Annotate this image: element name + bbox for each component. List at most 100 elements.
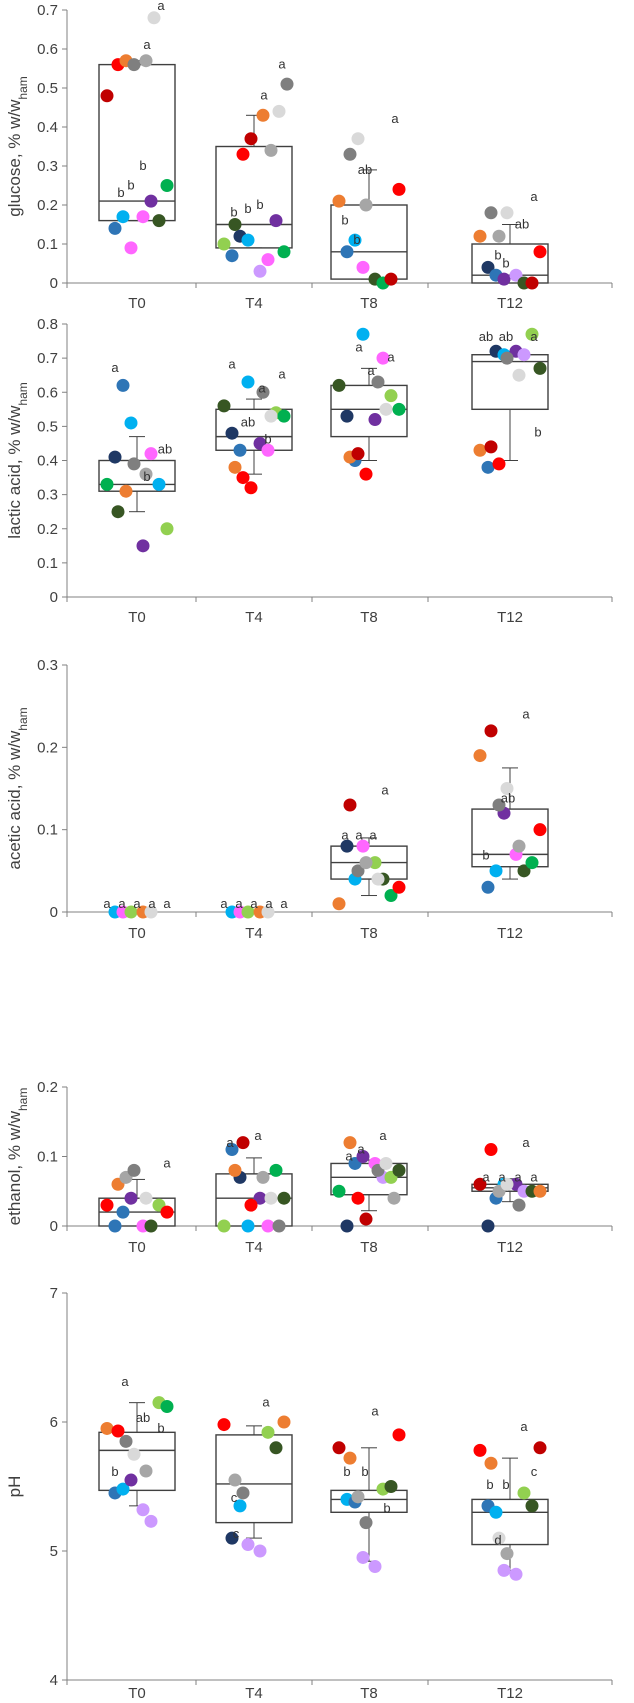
y-tick-label: 0.7	[37, 350, 58, 367]
data-point	[351, 132, 365, 146]
data-point	[119, 484, 133, 498]
y-tick-label: 0.8	[37, 316, 58, 333]
box-T4	[215, 1425, 293, 1539]
y-tick-label: 0.2	[37, 1079, 58, 1096]
data-point	[359, 1516, 373, 1530]
significance-letter: c	[231, 1490, 238, 1505]
y-tick-label: 0.1	[37, 555, 58, 572]
significance-letter: b	[383, 1500, 390, 1515]
x-tick-label: T0	[128, 1685, 146, 1702]
data-point	[241, 1219, 255, 1233]
x-tick-label: T8	[360, 1685, 378, 1702]
significance-letter: ab	[499, 329, 513, 344]
data-point	[473, 1443, 487, 1457]
data-point	[356, 260, 370, 274]
significance-letter: a	[345, 1149, 353, 1164]
box-iqr	[215, 1434, 293, 1524]
significance-letter: a	[341, 828, 349, 843]
data-point	[368, 856, 382, 870]
data-point	[392, 402, 406, 416]
data-point	[225, 1143, 239, 1157]
data-point	[144, 905, 158, 919]
data-point	[489, 864, 503, 878]
x-tick-label: T0	[128, 295, 146, 312]
data-point	[160, 522, 174, 536]
data-point	[512, 839, 526, 853]
data-point	[144, 194, 158, 208]
data-point	[111, 1424, 125, 1438]
y-tick-label: 0.1	[37, 1149, 58, 1166]
significance-letter: a	[133, 896, 141, 911]
data-point	[359, 467, 373, 481]
data-point	[139, 54, 153, 68]
data-point	[108, 1219, 122, 1233]
data-point	[124, 1473, 138, 1487]
y-tick-label: 0.3	[37, 657, 58, 674]
data-point	[124, 905, 138, 919]
y-axis-label: acetic acid, % w/wham	[5, 707, 30, 869]
data-point	[481, 880, 495, 894]
data-point	[533, 1441, 547, 1455]
significance-letter: a	[355, 339, 363, 354]
significance-letter: a	[103, 896, 111, 911]
data-point	[272, 1219, 286, 1233]
significance-letter: b	[486, 1477, 493, 1492]
y-tick-label: 0	[50, 589, 58, 606]
box-iqr	[215, 145, 293, 249]
significance-letter: a	[265, 896, 273, 911]
data-point	[124, 241, 138, 255]
data-point	[492, 798, 506, 812]
significance-letter: a	[482, 1170, 490, 1185]
box-T0	[98, 1402, 176, 1507]
significance-letter: b	[230, 205, 237, 220]
data-point	[244, 132, 258, 146]
significance-letter: b	[361, 1464, 368, 1479]
data-point	[533, 361, 547, 375]
box-iqr	[330, 384, 408, 438]
significance-letter: b	[264, 431, 271, 446]
y-tick-label: 0.4	[37, 119, 58, 136]
data-point	[525, 327, 539, 341]
data-point	[136, 1503, 150, 1517]
data-point	[127, 58, 141, 72]
y-tick-label: 0.2	[37, 521, 58, 538]
x-tick-label: T12	[497, 295, 523, 312]
x-tick-label: T12	[497, 609, 523, 626]
x-tick-label: T4	[245, 295, 263, 312]
significance-letter: a	[280, 896, 288, 911]
data-point	[481, 1219, 495, 1233]
y-axis-label: ethanol, % w/wham	[5, 1088, 30, 1226]
y-tick-label: 4	[50, 1672, 58, 1689]
box-iqr	[98, 1431, 176, 1492]
data-point	[384, 889, 398, 903]
data-point	[217, 1418, 231, 1432]
significance-letter: ab	[358, 162, 372, 177]
data-point	[116, 1205, 130, 1219]
data-point	[525, 1499, 539, 1513]
data-point	[533, 245, 547, 259]
data-point	[119, 1434, 133, 1448]
significance-letter: a	[143, 37, 151, 52]
significance-letter: a	[357, 1142, 365, 1157]
y-tick-label: 7	[50, 1285, 58, 1302]
data-point	[500, 1177, 514, 1191]
data-point	[376, 351, 390, 365]
data-point	[261, 1219, 275, 1233]
data-point	[228, 460, 242, 474]
data-point	[351, 1191, 365, 1205]
data-point	[144, 1219, 158, 1233]
significance-letter: a	[522, 707, 530, 722]
data-point	[371, 375, 385, 389]
significance-letter: a	[121, 1374, 129, 1389]
data-point	[269, 214, 283, 228]
significance-letter: a	[391, 111, 399, 126]
data-point	[384, 389, 398, 403]
box-iqr	[330, 1489, 408, 1513]
data-point	[356, 1150, 370, 1163]
data-point	[384, 1480, 398, 1493]
significance-letter: b	[353, 232, 360, 247]
significance-letter: a	[111, 360, 119, 375]
data-point	[241, 1538, 255, 1552]
x-tick-label: T8	[360, 925, 378, 942]
data-point	[236, 471, 250, 485]
